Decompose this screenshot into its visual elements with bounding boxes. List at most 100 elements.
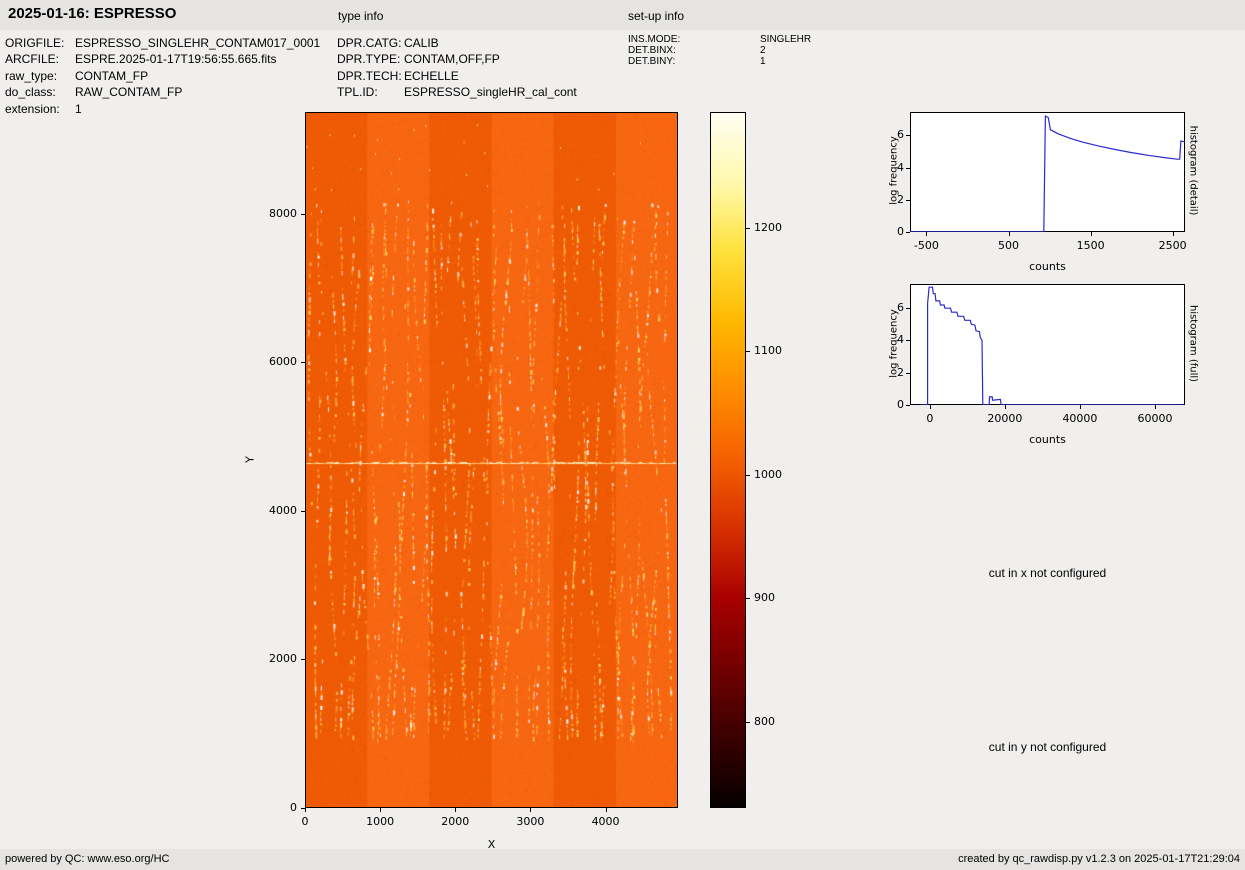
y-tick — [906, 199, 910, 201]
histogram-full-right-label: histogram (full) — [1187, 304, 1199, 382]
meta-row: DPR.TECH: ECHELLE — [337, 69, 459, 83]
meta-row: DET.BINX: 2 — [628, 45, 766, 56]
y-tick-label: 0 — [290, 801, 297, 814]
x-tick-label: 500 — [998, 239, 1019, 252]
footer-bar: powered by QC: www.eso.org/HC created by… — [0, 849, 1245, 870]
histogram-detail-ylabel: log frequency — [888, 136, 900, 205]
meta-value: SINGLEHR — [760, 34, 812, 45]
y-tick — [906, 167, 910, 169]
colorbar-tick-label: 900 — [754, 591, 775, 605]
x-tick-label: 0 — [301, 815, 309, 828]
meta-label: INS.MODE: — [628, 34, 681, 45]
meta-value: 2 — [760, 45, 766, 56]
x-tick — [305, 808, 306, 812]
meta-label: extension: — [5, 102, 60, 116]
x-tick-label: 40000 — [1062, 412, 1098, 425]
x-tick — [380, 808, 382, 812]
y-tick — [301, 659, 305, 661]
x-tick-label: 20000 — [987, 412, 1023, 425]
x-tick — [1172, 232, 1174, 236]
meta-value: CALIB — [404, 36, 439, 50]
meta-label: raw_type: — [5, 69, 58, 83]
y-tick — [906, 372, 910, 374]
histogram-full-ylabel: log frequency — [888, 308, 900, 378]
meta-label: DPR.TYPE: — [337, 52, 401, 66]
x-tick-label: -500 — [913, 239, 939, 252]
x-tick — [1004, 405, 1006, 409]
meta-value: ESPRESSO_SINGLEHR_CONTAM017_0001 — [75, 36, 321, 50]
x-tick-label: 1000 — [366, 815, 395, 828]
histogram-detail-plot-area — [910, 112, 1185, 232]
meta-value: ESPRESSO_singleHR_cal_cont — [404, 85, 577, 99]
meta-row: DPR.TYPE: CONTAM,OFF,FP — [337, 52, 500, 66]
colorbar-tick — [746, 721, 750, 723]
colorbar-tick-label: 800 — [754, 714, 775, 728]
meta-value: 1 — [760, 56, 766, 67]
colorbar-tick — [746, 228, 750, 229]
footer-created-by: created by qc_rawdisp.py v1.2.3 on 2025-… — [958, 853, 1240, 865]
meta-value: CONTAM,OFF,FP — [404, 52, 500, 66]
histogram-detail-xlabel: counts — [1029, 260, 1066, 273]
meta-label: ARCFILE: — [5, 52, 60, 66]
x-tick-label: 4000 — [591, 815, 620, 828]
x-tick — [929, 405, 931, 409]
y-tick-label: 2 — [897, 365, 904, 379]
colorbar-tick — [746, 351, 750, 353]
y-tick-label: 0 — [897, 225, 904, 238]
meta-row: extension: 1 — [5, 102, 82, 116]
x-tick — [1154, 405, 1156, 409]
x-tick-label: 1500 — [1076, 239, 1105, 252]
histogram-full-plot-area — [910, 284, 1185, 405]
y-tick — [301, 213, 305, 215]
x-tick — [926, 232, 928, 236]
y-tick-label: 4000 — [269, 503, 297, 517]
x-tick-label: 60000 — [1137, 412, 1173, 425]
x-tick — [605, 808, 607, 812]
page-title: 2025-01-16: ESPRESSO — [8, 5, 177, 22]
colorbar-tick-label: 1200 — [754, 221, 782, 234]
colorbar-tick — [746, 598, 750, 600]
meta-label: do_class: — [5, 85, 56, 99]
cut-x-message: cut in x not configured — [988, 566, 1107, 580]
meta-row: raw_type: CONTAM_FP — [5, 69, 148, 83]
x-tick — [530, 808, 532, 812]
y-tick-label: 2000 — [269, 652, 297, 666]
y-axis-label: Y — [243, 456, 257, 463]
meta-value: ESPRE.2025-01-17T19:56:55.665.fits — [75, 52, 277, 66]
y-tick — [906, 135, 910, 137]
meta-label: TPL.ID: — [337, 85, 378, 99]
y-tick — [906, 308, 910, 310]
cut-y-message: cut in y not configured — [988, 740, 1107, 754]
x-tick — [1008, 232, 1010, 236]
meta-label: DPR.TECH: — [337, 69, 402, 83]
meta-label: ORIGFILE: — [5, 36, 65, 50]
y-tick-label: 4 — [897, 333, 904, 347]
y-tick — [906, 340, 910, 342]
meta-row: DET.BINY: 1 — [628, 56, 766, 67]
y-tick — [301, 808, 305, 809]
y-tick-label: 4 — [897, 160, 904, 174]
meta-row: DPR.CATG: CALIB — [337, 36, 439, 50]
y-tick — [301, 510, 305, 512]
y-tick-label: 6 — [897, 128, 904, 142]
x-tick-label: 2000 — [441, 815, 470, 828]
y-tick — [906, 232, 910, 233]
meta-row: ORIGFILE: ESPRESSO_SINGLEHR_CONTAM017_000… — [5, 36, 320, 50]
x-tick-label: 3000 — [516, 815, 545, 828]
x-tick — [1090, 232, 1092, 236]
colorbar-tick-label: 1000 — [754, 467, 782, 481]
y-tick-label: 6 — [897, 301, 904, 315]
colorbar-tick — [746, 474, 750, 476]
meta-row: INS.MODE: SINGLEHR — [628, 34, 811, 45]
meta-label: DET.BINX: — [628, 45, 676, 56]
colorbar-tick-label: 1100 — [754, 344, 782, 358]
histogram-full-xlabel: counts — [1029, 433, 1066, 446]
meta-value: RAW_CONTAM_FP — [75, 85, 183, 99]
meta-row: TPL.ID: ESPRESSO_singleHR_cal_cont — [337, 85, 577, 99]
y-tick-label: 6000 — [269, 355, 297, 369]
y-tick-label: 0 — [897, 398, 904, 411]
meta-row: ARCFILE: ESPRE.2025-01-17T19:56:55.665.fi… — [5, 52, 276, 66]
meta-label: DET.BINY: — [628, 56, 676, 67]
x-tick-label: 0 — [926, 412, 934, 425]
